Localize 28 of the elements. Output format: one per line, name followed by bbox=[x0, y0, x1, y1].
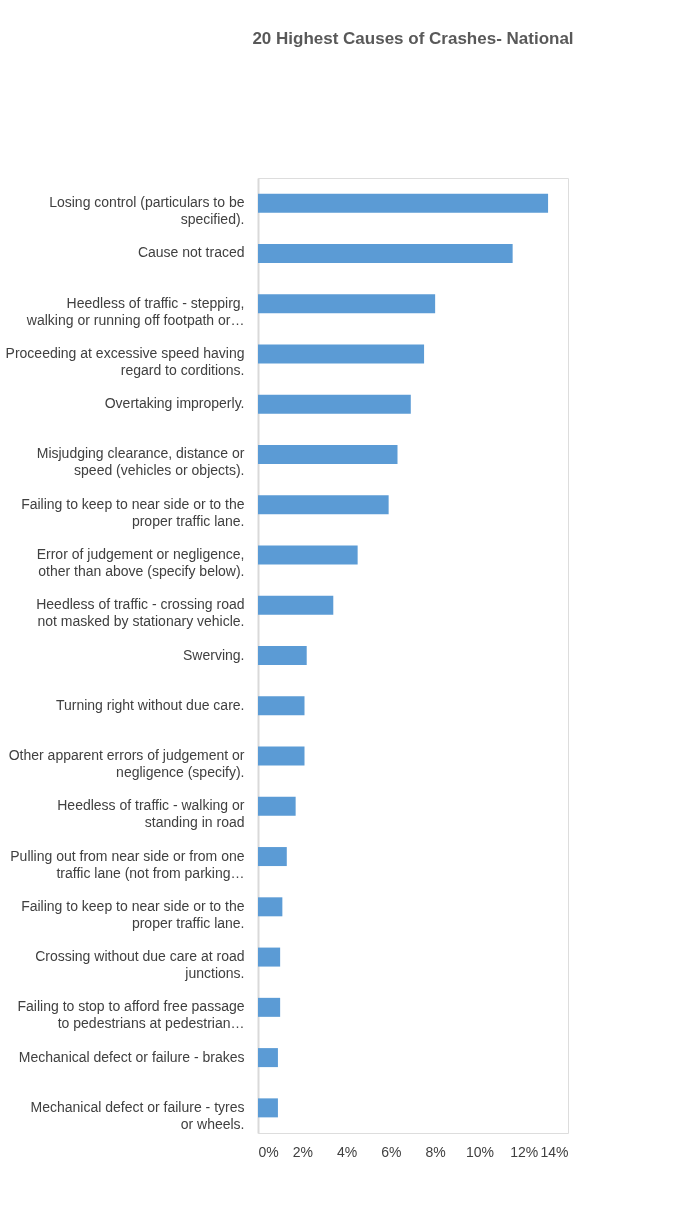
y-tick-label: Swerving. bbox=[183, 646, 245, 663]
y-tick-label: Crossing without due care at road junctions. bbox=[35, 948, 245, 982]
x-tick-label: 6% bbox=[381, 1143, 402, 1160]
x-tick-label: 4% bbox=[336, 1143, 358, 1160]
y-tick-label: Pulling out from near side or from one traffic lane (not from parking… bbox=[10, 847, 245, 881]
x-tick-label: 2% bbox=[292, 1143, 313, 1160]
y-tick-label: Heedless of traffic - crossing road not masked by stationary vehicle. bbox=[36, 596, 245, 630]
y-tick-label: Misjudging clearance, distance or speed (vehicles or objects). bbox=[36, 445, 245, 479]
y-tick-label: Proceeding at excessive speed having regard to corditions. bbox=[5, 344, 245, 378]
y-tick-label: Failing to stop to afford free passage to pedestrians at pedestrian… bbox=[17, 998, 245, 1032]
y-tick-label: Failing to keep to near side or to the proper traffic lane. bbox=[21, 495, 245, 529]
y-tick-label: Mechanical defect or failure - brakes bbox=[18, 1048, 245, 1065]
x-tick-label: 12% bbox=[510, 1143, 539, 1160]
y-tick-label: Other apparent errors of judgement or negligence (specify). bbox=[8, 747, 245, 781]
y-tick-label: Failing to keep to near side or to the proper traffic lane. bbox=[21, 897, 245, 931]
y-tick-label: Turning right without due care. bbox=[55, 696, 245, 713]
x-tick-label: 0% bbox=[258, 1143, 279, 1160]
y-tick-label: Losing control (particulars to be specified). bbox=[49, 194, 245, 228]
y-tick-label: Heedless of traffic - steppirg, walking or running off footpath or… bbox=[25, 294, 245, 328]
y-tick-label: Cause not traced bbox=[137, 244, 245, 261]
y-tick-label: Error of judgement or negligence, other than above (specify below). bbox=[36, 545, 245, 579]
chart-title: 20 Highest Causes of Crashes- National bbox=[252, 29, 574, 48]
y-tick-label: Overtaking improperly. bbox=[104, 395, 245, 412]
x-tick-label: 14% bbox=[540, 1143, 569, 1160]
x-tick-label: 10% bbox=[465, 1143, 494, 1160]
y-tick-label: Mechanical defect or failure - tyres or wheels. bbox=[30, 1098, 245, 1132]
x-tick-label: 8% bbox=[425, 1143, 446, 1160]
y-tick-label: Heedless of traffic - walking or standing in road bbox=[57, 797, 245, 831]
